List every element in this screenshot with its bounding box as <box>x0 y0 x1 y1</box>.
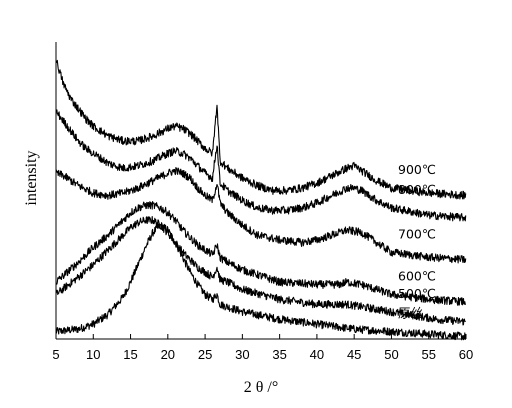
y-axis-title: intensity <box>23 150 40 205</box>
series-label: 900℃ <box>398 162 436 177</box>
x-tick-label: 35 <box>272 347 286 362</box>
series-label: 原丝 <box>398 306 423 321</box>
x-tick-label: 60 <box>459 347 473 362</box>
x-tick-label: 45 <box>347 347 361 362</box>
plot-frame <box>55 42 466 340</box>
series-line-0 <box>55 222 467 341</box>
series-label: 800℃ <box>398 182 436 197</box>
x-tick-label: 25 <box>198 347 212 362</box>
x-tick-label: 30 <box>235 347 249 362</box>
x-tick-label: 50 <box>384 347 398 362</box>
series-line-4 <box>55 109 467 222</box>
x-tick-label: 10 <box>86 347 100 362</box>
x-tick-label: 5 <box>52 347 59 362</box>
x-axis-ticks: 5 10 15 20 25 30 35 40 45 50 55 60 <box>52 334 473 362</box>
x-axis-title: 2 θ /° <box>244 379 279 396</box>
x-tick-label: 40 <box>310 347 324 362</box>
x-tick-label: 55 <box>421 347 435 362</box>
series-label: 700℃ <box>398 226 436 241</box>
series-label: 500℃ <box>398 286 436 301</box>
series-line-3 <box>55 167 467 264</box>
series-labels: 原丝 500℃ 600℃ 700℃ 800℃ 900℃ <box>398 162 436 321</box>
series-lines <box>55 59 467 341</box>
series-line-1 <box>55 215 466 326</box>
series-line-5 <box>55 59 467 200</box>
series-label: 600℃ <box>398 268 436 283</box>
x-tick-label: 20 <box>161 347 175 362</box>
x-tick-label: 15 <box>123 347 137 362</box>
series-line-2 <box>55 201 466 306</box>
